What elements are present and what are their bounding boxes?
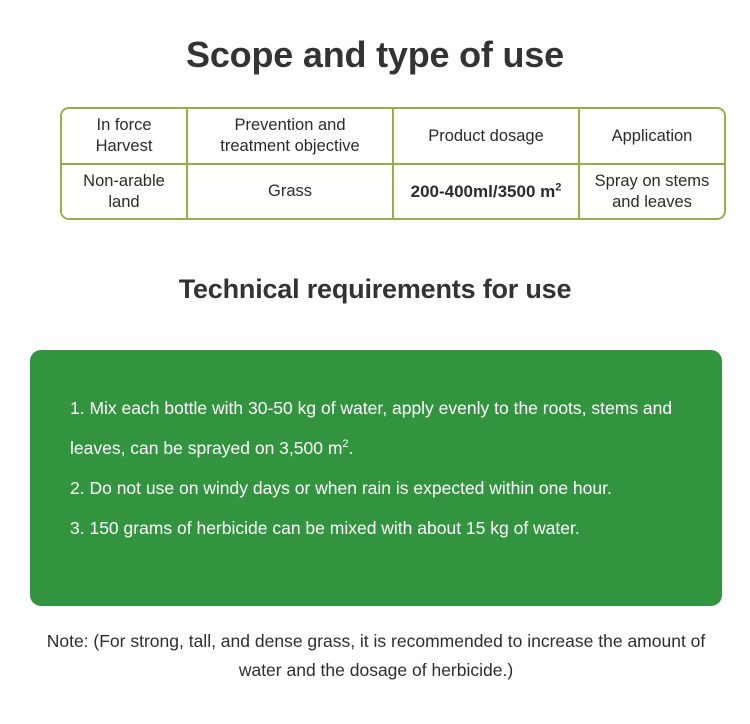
table-header-in-force-harvest-line1: In force bbox=[96, 116, 152, 134]
table-cell-application: Spray on stems and leaves bbox=[580, 165, 724, 218]
table-cell-product-dosage: 200-400ml/3500 m2 bbox=[394, 165, 580, 218]
table-header-row: In force Harvest Prevention and treatmen… bbox=[62, 109, 724, 165]
table-header-prevention-objective-line2: treatment objective bbox=[220, 137, 360, 155]
footer-note: Note: (For strong, tall, and dense grass… bbox=[30, 627, 722, 685]
table-header-in-force-harvest: In force Harvest bbox=[62, 109, 188, 165]
footer-note-line1: Note: (For strong, tall, and dense grass… bbox=[46, 631, 623, 651]
table-cell-application-line1: Spray on stems bbox=[594, 171, 710, 190]
list-item: 1. Mix each bottle with 30-50 kg of wate… bbox=[50, 388, 702, 468]
requirement-text: 2. Do not use on windy days or when rain… bbox=[70, 478, 612, 498]
list-item: 3. 150 grams of herbicide can be mixed w… bbox=[50, 508, 702, 548]
table-header-in-force-harvest-line2: Harvest bbox=[95, 137, 153, 155]
table-header-prevention-objective: Prevention and treatment objective bbox=[188, 109, 394, 165]
table-cell-product-dosage-value: 200-400ml/3500 m2 bbox=[410, 180, 562, 201]
table-cell-in-force-harvest: Non-arable land bbox=[62, 165, 188, 218]
footer-note-line2: amount of water and the dosage of herbic… bbox=[238, 631, 706, 680]
requirement-superscript: 2 bbox=[342, 438, 349, 451]
requirement-text-tail: . bbox=[348, 438, 354, 458]
dosage-superscript: 2 bbox=[555, 180, 562, 193]
usage-table: In force Harvest Prevention and treatmen… bbox=[60, 107, 726, 220]
requirement-text: 1. Mix each bottle with 30-50 kg of wate… bbox=[70, 398, 673, 458]
table-row: Non-arable land Grass 200-400ml/3500 m2 … bbox=[62, 165, 724, 218]
table-header-product-dosage: Product dosage bbox=[394, 109, 580, 165]
table-cell-in-force-harvest-line1: Non-arable bbox=[83, 171, 165, 190]
page-title-scope: Scope and type of use bbox=[186, 34, 564, 75]
requirement-text: 3. 150 grams of herbicide can be mixed w… bbox=[70, 518, 580, 538]
table-header-prevention-objective-line1: Prevention and bbox=[234, 116, 346, 134]
dosage-text: 200-400ml/3500 m bbox=[410, 181, 556, 201]
table-cell-prevention-objective: Grass bbox=[188, 165, 394, 218]
table-header-application: Application bbox=[580, 109, 724, 165]
list-item: 2. Do not use on windy days or when rain… bbox=[50, 468, 702, 508]
technical-requirements-panel: 1. Mix each bottle with 30-50 kg of wate… bbox=[30, 350, 722, 606]
table-cell-application-line2: and leaves bbox=[612, 192, 692, 211]
usage-table-container: In force Harvest Prevention and treatmen… bbox=[60, 107, 726, 220]
page-title-technical-requirements: Technical requirements for use bbox=[178, 274, 572, 304]
table-cell-in-force-harvest-line2: land bbox=[108, 192, 140, 211]
technical-requirements-list: 1. Mix each bottle with 30-50 kg of wate… bbox=[50, 388, 702, 548]
